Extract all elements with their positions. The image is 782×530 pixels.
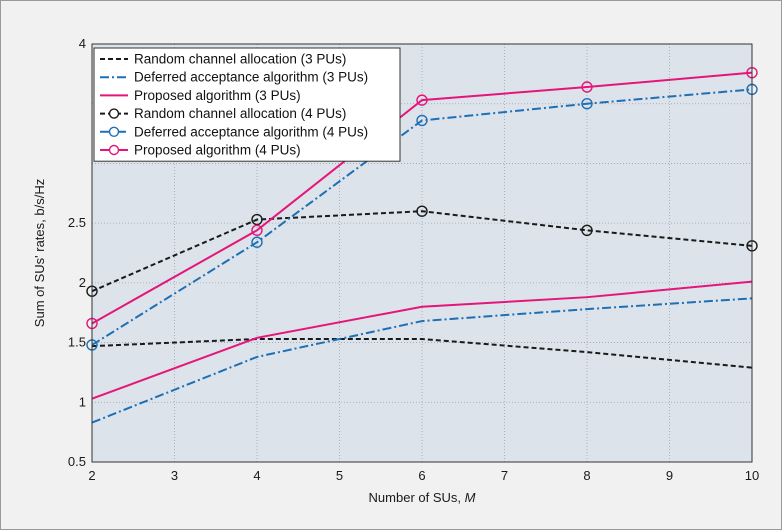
x-tick-label: 5 bbox=[336, 468, 343, 483]
y-tick-label: 2.5 bbox=[68, 215, 86, 230]
x-tick-label: 9 bbox=[666, 468, 673, 483]
legend-entry: Random channel allocation (4 PUs) bbox=[134, 106, 346, 121]
series-line bbox=[91, 71, 753, 325]
x-tick-label: 10 bbox=[745, 468, 759, 483]
x-axis-label-text: Number of SUs, bbox=[369, 490, 465, 505]
legend-box bbox=[93, 47, 401, 162]
series-lines bbox=[86, 66, 758, 424]
plot-border bbox=[91, 43, 753, 463]
x-tick-label: 3 bbox=[171, 468, 178, 483]
legend-entry: Random channel allocation (3 PUs) bbox=[134, 52, 346, 67]
x-tick-label: 2 bbox=[88, 468, 95, 483]
data-point-marker bbox=[251, 224, 263, 237]
x-tick-label: 7 bbox=[501, 468, 508, 483]
y-tick-label: 0.5 bbox=[68, 454, 86, 469]
series-line bbox=[91, 297, 753, 424]
legend-entry: Proposed algorithm (4 PUs) bbox=[134, 143, 301, 158]
data-point-marker bbox=[416, 205, 428, 217]
legend-entry: Proposed algorithm (3 PUs) bbox=[134, 88, 301, 103]
x-tick-label: 6 bbox=[418, 468, 425, 483]
series-line bbox=[91, 88, 753, 346]
y-axis-label: Sum of SUs' rates, b/s/Hz bbox=[32, 179, 47, 327]
data-point-marker bbox=[416, 94, 428, 106]
y-tick-label: 4 bbox=[79, 36, 86, 51]
data-point-marker bbox=[581, 224, 593, 237]
data-point-marker bbox=[416, 114, 428, 127]
series-line bbox=[91, 337, 753, 369]
series-line bbox=[91, 210, 753, 293]
data-point-marker bbox=[581, 81, 593, 93]
y-tick-label: 1 bbox=[79, 394, 86, 409]
data-point-marker bbox=[251, 236, 263, 248]
x-axis-label-var: M bbox=[465, 490, 476, 505]
y-tick-label: 2 bbox=[79, 275, 86, 290]
legend-marker bbox=[108, 108, 120, 119]
axis-ticks: 2 3 4 5 6 7 8 9 10 0.5 1 1.5 2 2.5 4 bbox=[68, 36, 759, 483]
legend: Random channel allocation (3 PUs) Deferre… bbox=[93, 47, 401, 162]
legend-marker bbox=[108, 126, 120, 138]
legend-entry: Deferred acceptance algorithm (4 PUs) bbox=[134, 124, 368, 139]
x-axis-label: Number of SUs, M bbox=[369, 490, 476, 505]
data-point-marker bbox=[581, 98, 593, 110]
legend-marker bbox=[108, 144, 120, 156]
x-tick-label: 8 bbox=[583, 468, 590, 483]
x-tick-label: 4 bbox=[253, 468, 260, 483]
legend-entry: Deferred acceptance algorithm (3 PUs) bbox=[134, 70, 368, 85]
data-point-marker bbox=[251, 213, 263, 226]
y-tick-label: 1.5 bbox=[68, 335, 86, 350]
series-line bbox=[91, 280, 753, 400]
